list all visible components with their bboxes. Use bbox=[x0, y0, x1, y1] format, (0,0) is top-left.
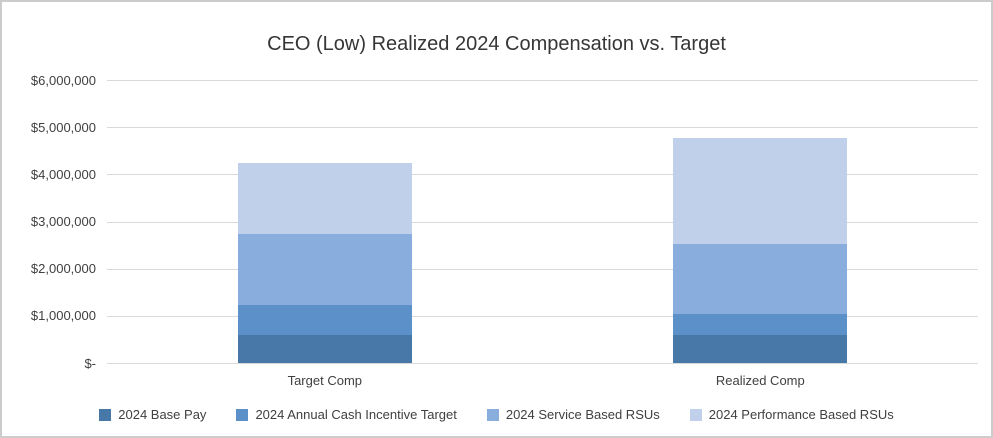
gridline bbox=[107, 268, 978, 270]
legend-label: 2024 Service Based RSUs bbox=[505, 407, 660, 422]
legend-label: 2024 Annual Cash Incentive Target bbox=[255, 407, 457, 422]
x-tick-label: Realized Comp bbox=[715, 373, 805, 388]
gridline bbox=[107, 80, 978, 81]
y-tick-label: $- bbox=[84, 355, 96, 371]
legend-swatch-icon bbox=[689, 408, 702, 421]
chart-title: CEO (Low) Realized 2024 Compensation vs.… bbox=[267, 33, 726, 55]
plot-area bbox=[107, 80, 978, 364]
bar-segment-2024-performance-based-rsus bbox=[237, 163, 412, 235]
bar-stack-realized-comp bbox=[673, 80, 848, 363]
legend-label: 2024 Base Pay bbox=[118, 407, 207, 422]
gridline bbox=[107, 221, 978, 223]
y-tick-label: $1,000,000 bbox=[30, 308, 96, 324]
y-tick-label: $6,000,000 bbox=[30, 72, 96, 88]
bar-segment-2024-service-based-rsus bbox=[673, 244, 848, 314]
legend-swatch-icon bbox=[99, 408, 112, 421]
bar-segment-2024-performance-based-rsus bbox=[673, 138, 848, 245]
y-tick-label: $3,000,000 bbox=[30, 214, 96, 229]
gridline bbox=[107, 174, 978, 176]
x-tick-label: Target Comp bbox=[287, 373, 362, 388]
bar-segment-2024-annual-cash-incentive-target bbox=[673, 313, 848, 335]
bar-segment-2024-base-pay bbox=[237, 334, 412, 363]
legend-item: 2024 Annual Cash Incentive Target bbox=[236, 407, 457, 422]
legend: 2024 Base Pay 2024 Annual Cash Incentive … bbox=[2, 407, 991, 422]
bar-stack-target-comp bbox=[237, 80, 412, 363]
gridline bbox=[107, 127, 978, 129]
legend-swatch-icon bbox=[486, 408, 499, 421]
gridline bbox=[107, 363, 978, 364]
bar-segment-2024-base-pay bbox=[673, 334, 848, 363]
legend-item: 2024 Service Based RSUs bbox=[486, 407, 660, 422]
bar-segment-2024-service-based-rsus bbox=[237, 234, 412, 305]
legend-label: 2024 Performance Based RSUs bbox=[708, 407, 894, 422]
gridline bbox=[107, 315, 978, 317]
legend-item: 2024 Base Pay bbox=[99, 407, 206, 422]
y-tick-label: $2,000,000 bbox=[30, 261, 96, 277]
y-tick-label: $4,000,000 bbox=[30, 166, 96, 182]
legend-swatch-icon bbox=[236, 408, 249, 421]
legend-item: 2024 Performance Based RSUs bbox=[689, 407, 894, 422]
bar-segment-2024-annual-cash-incentive-target bbox=[237, 305, 412, 335]
y-tick-label: $5,000,000 bbox=[30, 119, 96, 135]
